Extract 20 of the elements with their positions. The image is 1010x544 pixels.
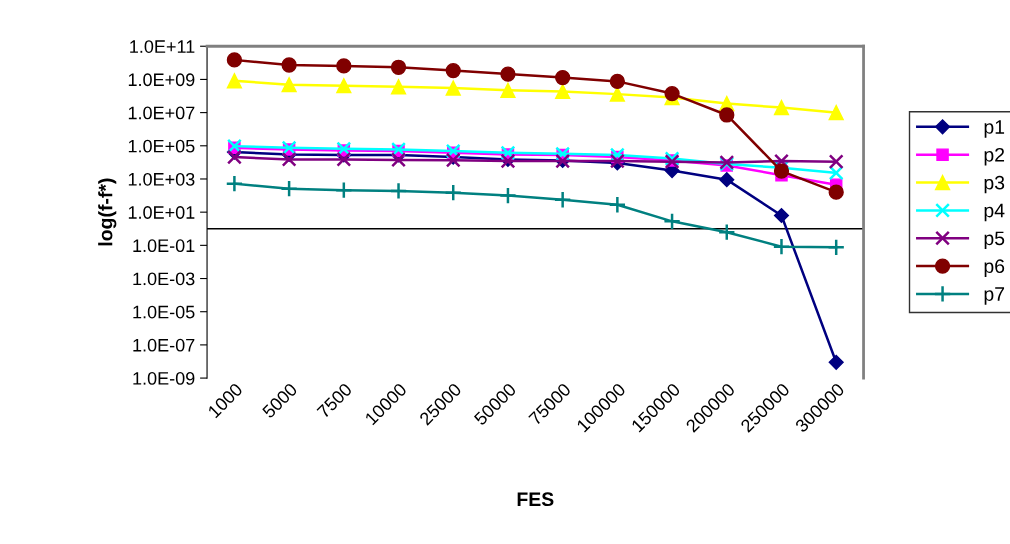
y-tick-label: 1.0E-07 bbox=[133, 338, 195, 352]
y-tick-label: 1.0E-01 bbox=[133, 239, 195, 253]
y-tick-label: 1.0E+09 bbox=[128, 73, 195, 87]
y-tick-label: 1.0E+05 bbox=[128, 139, 195, 153]
legend-label: p4 bbox=[984, 203, 1005, 222]
legend-label: p2 bbox=[984, 147, 1005, 166]
y-tick-label: 1.0E-09 bbox=[133, 372, 195, 385]
y-tick-label: 1.0E-03 bbox=[133, 272, 195, 286]
legend-label: p1 bbox=[984, 120, 1005, 138]
y-tick-label: 1.0E+07 bbox=[128, 106, 195, 120]
legend-label: p6 bbox=[984, 259, 1005, 277]
legend-label: p7 bbox=[984, 287, 1005, 305]
y-axis-title: log(f-f*) bbox=[98, 178, 117, 246]
y-tick-label: 1.0E+11 bbox=[130, 40, 195, 53]
y-tick-label: 1.0E+01 bbox=[128, 206, 195, 219]
y-tick-label: 1.0E-05 bbox=[133, 305, 195, 319]
y-tick-label: 1.0E+03 bbox=[128, 172, 195, 186]
legend-label: p5 bbox=[984, 231, 1005, 250]
x-axis-title: FES bbox=[517, 492, 554, 507]
legend-label: p3 bbox=[984, 175, 1005, 194]
